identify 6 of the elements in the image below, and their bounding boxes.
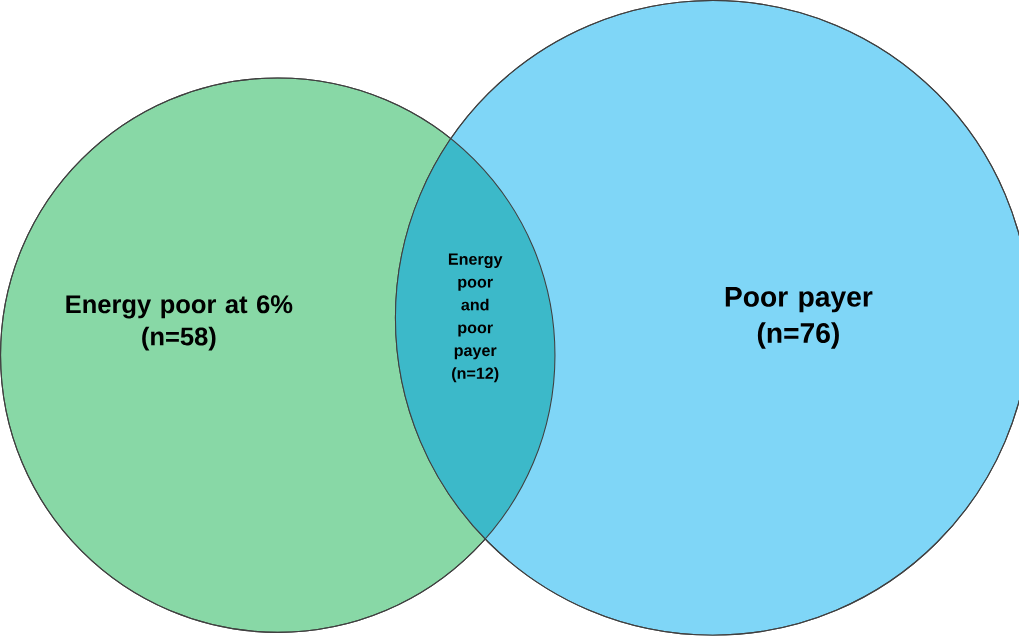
- category-label: Energy poor at 6%: [66, 295, 293, 319]
- data-label: (n=58): [142, 326, 216, 351]
- category-label: Poor payer: [725, 287, 873, 313]
- data-label: (n=76): [757, 322, 839, 349]
- category-label: Energy poor and poor payer: [448, 253, 503, 360]
- data-label: (n=12): [452, 367, 499, 383]
